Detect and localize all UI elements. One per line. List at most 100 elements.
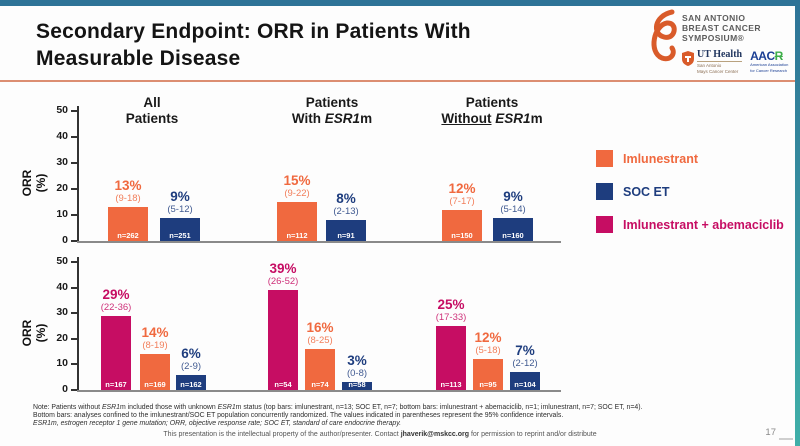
bar-n-label: n=91 xyxy=(337,230,355,240)
bar: n=58 xyxy=(342,379,372,390)
aacr-logo: AACR American Association for Cancer Res… xyxy=(750,50,788,74)
bar-pct: 15% xyxy=(283,173,311,188)
aacr-sub1: American Association xyxy=(750,62,789,67)
bar-value-label: 9% (5-12) xyxy=(145,189,215,215)
bar-n-label: n=58 xyxy=(348,379,366,389)
sabcs-wordmark: SAN ANTONIO BREAST CANCER SYMPOSIUM® xyxy=(682,13,761,43)
footer-text: This presentation is the intellectual pr… xyxy=(0,431,760,438)
sabcs-line2: BREAST CANCER xyxy=(682,23,761,33)
bar-ci: (2-13) xyxy=(333,206,359,218)
bar-pct: 14% xyxy=(141,325,169,341)
bar-n-label: n=113 xyxy=(440,380,462,389)
x-axis-line xyxy=(77,241,561,243)
group-header: Patients With ESR1m xyxy=(291,95,373,126)
y-tick-label: 50 xyxy=(56,104,68,116)
page-number: 17 xyxy=(765,427,776,438)
bar: n=112 xyxy=(277,202,317,241)
bar-ci: (8-25) xyxy=(307,335,333,347)
legend-label: SOC ET xyxy=(623,184,670,199)
y-tick-mark xyxy=(71,286,77,289)
page-title: Secondary Endpoint: ORR in Patients With… xyxy=(36,18,471,72)
bar-ci: (7-17) xyxy=(449,195,475,207)
y-tick-label: 10 xyxy=(56,208,68,220)
bar-ci: (5-18) xyxy=(475,345,501,357)
y-tick-label: 0 xyxy=(62,383,68,395)
bar-ci: (9-18) xyxy=(115,193,141,205)
bar-pct: 13% xyxy=(114,178,142,194)
bar-value-label: 6% (2-9) xyxy=(156,346,226,372)
footnote-line: ESR1m, estrogen receptor 1 gene mutation… xyxy=(33,420,402,428)
footnote-line: Note: Patients without ESR1m included th… xyxy=(33,404,643,411)
bar-n-label: n=160 xyxy=(502,230,524,240)
bar-value-label: 8% (2-13) xyxy=(311,191,381,218)
y-axis-line xyxy=(77,257,79,391)
page-title-line1: Secondary Endpoint: ORR in Patients With xyxy=(36,20,471,43)
bar-pct: 3% xyxy=(347,353,367,369)
y-tick-mark xyxy=(71,214,77,216)
bar-value-label: 7% (2-12) xyxy=(490,344,560,370)
bar-ci: (17-33) xyxy=(435,312,467,323)
footer-pre: This presentation is the intellectual pr… xyxy=(163,431,401,438)
sabcs-line3: SYMPOSIUM® xyxy=(682,33,745,43)
bar-n-label: n=262 xyxy=(117,230,139,240)
y-tick-label: 20 xyxy=(56,331,68,344)
bar-pct: 39% xyxy=(269,261,297,277)
bar: n=54 xyxy=(268,290,298,390)
aacr-sub2: for Cancer Research xyxy=(750,67,788,73)
bar-value-label: 16% (8-25) xyxy=(285,320,355,347)
ut-health-sub1: San Antonio xyxy=(697,61,743,69)
bar-value-label: 14% (8-19) xyxy=(120,325,190,352)
y-tick-label: 0 xyxy=(62,234,68,246)
bar-n-label: n=169 xyxy=(144,379,166,389)
bar-n-label: n=95 xyxy=(479,379,497,389)
sabcs-ribbon-icon xyxy=(651,9,677,62)
bar-ci: (0-8) xyxy=(346,368,368,380)
y-tick-mark xyxy=(71,110,77,112)
bar-pct: 12% xyxy=(474,330,502,346)
bar: n=113 xyxy=(436,326,466,390)
bar: n=150 xyxy=(442,209,482,241)
legend-swatch xyxy=(596,216,613,233)
y-tick-label: 30 xyxy=(56,156,68,168)
footer-post: for permission to reprint and/or distrib… xyxy=(469,431,597,438)
bar-ci: (2-9) xyxy=(180,360,202,372)
ut-health-shield-icon xyxy=(682,51,694,66)
bar-ci: (22-36) xyxy=(100,301,132,313)
bar: n=162 xyxy=(176,374,206,390)
bar-n-label: n=162 xyxy=(180,379,202,389)
bar-n-label: n=251 xyxy=(169,230,191,240)
bar-pct: 16% xyxy=(306,320,334,336)
bar-n-label: n=74 xyxy=(311,379,329,389)
x-axis-line xyxy=(77,390,561,392)
ut-health-sub2: Mays Cancer Center xyxy=(697,68,739,74)
title-rule xyxy=(0,80,795,82)
bar-value-label: 39% (26-52) xyxy=(248,261,318,288)
bar-value-label: 15% (9-22) xyxy=(262,173,332,200)
legend-label: Imlunestrant + abemaciclib xyxy=(623,217,784,232)
bar-n-label: n=54 xyxy=(274,379,292,389)
footnotes: Note: Patients without ESR1m included th… xyxy=(33,404,778,429)
bar: n=95 xyxy=(473,359,503,390)
bar-ci: (8-19) xyxy=(142,340,168,352)
legend: Imlunestrant SOC ET Imlunestrant + abemaci… xyxy=(596,150,784,249)
chart-top: ORR (%) 0 10 20 30 40 50 All Patients n=262 13% (9-… xyxy=(0,95,795,255)
legend-item: Imlunestrant + abemaciclib xyxy=(596,216,784,233)
y-tick-mark xyxy=(71,136,77,138)
bar-n-label: n=104 xyxy=(514,379,536,389)
y-tick-mark xyxy=(71,337,77,340)
y-tick-label: 10 xyxy=(56,357,68,370)
bar-pct: 25% xyxy=(437,297,465,312)
footer-email: jhaverik@mskcc.org xyxy=(400,431,470,438)
bar-pct: 8% xyxy=(336,191,356,207)
group-header: All Patients xyxy=(125,95,179,126)
legend-item: Imlunestrant xyxy=(596,150,784,167)
bar-ci: (26-52) xyxy=(267,276,299,288)
bar-ci: (5-12) xyxy=(167,203,193,215)
y-tick-mark xyxy=(71,261,77,263)
y-tick-label: 40 xyxy=(56,280,68,293)
bar-ci: (5-14) xyxy=(500,203,526,215)
bar: n=262 xyxy=(108,207,148,241)
bar: n=167 xyxy=(101,315,131,390)
bar: n=160 xyxy=(493,217,533,241)
chart-bottom: ORR (%) 0 10 20 30 40 50 n=167 29% (22-36) n=169 14… xyxy=(0,255,795,400)
